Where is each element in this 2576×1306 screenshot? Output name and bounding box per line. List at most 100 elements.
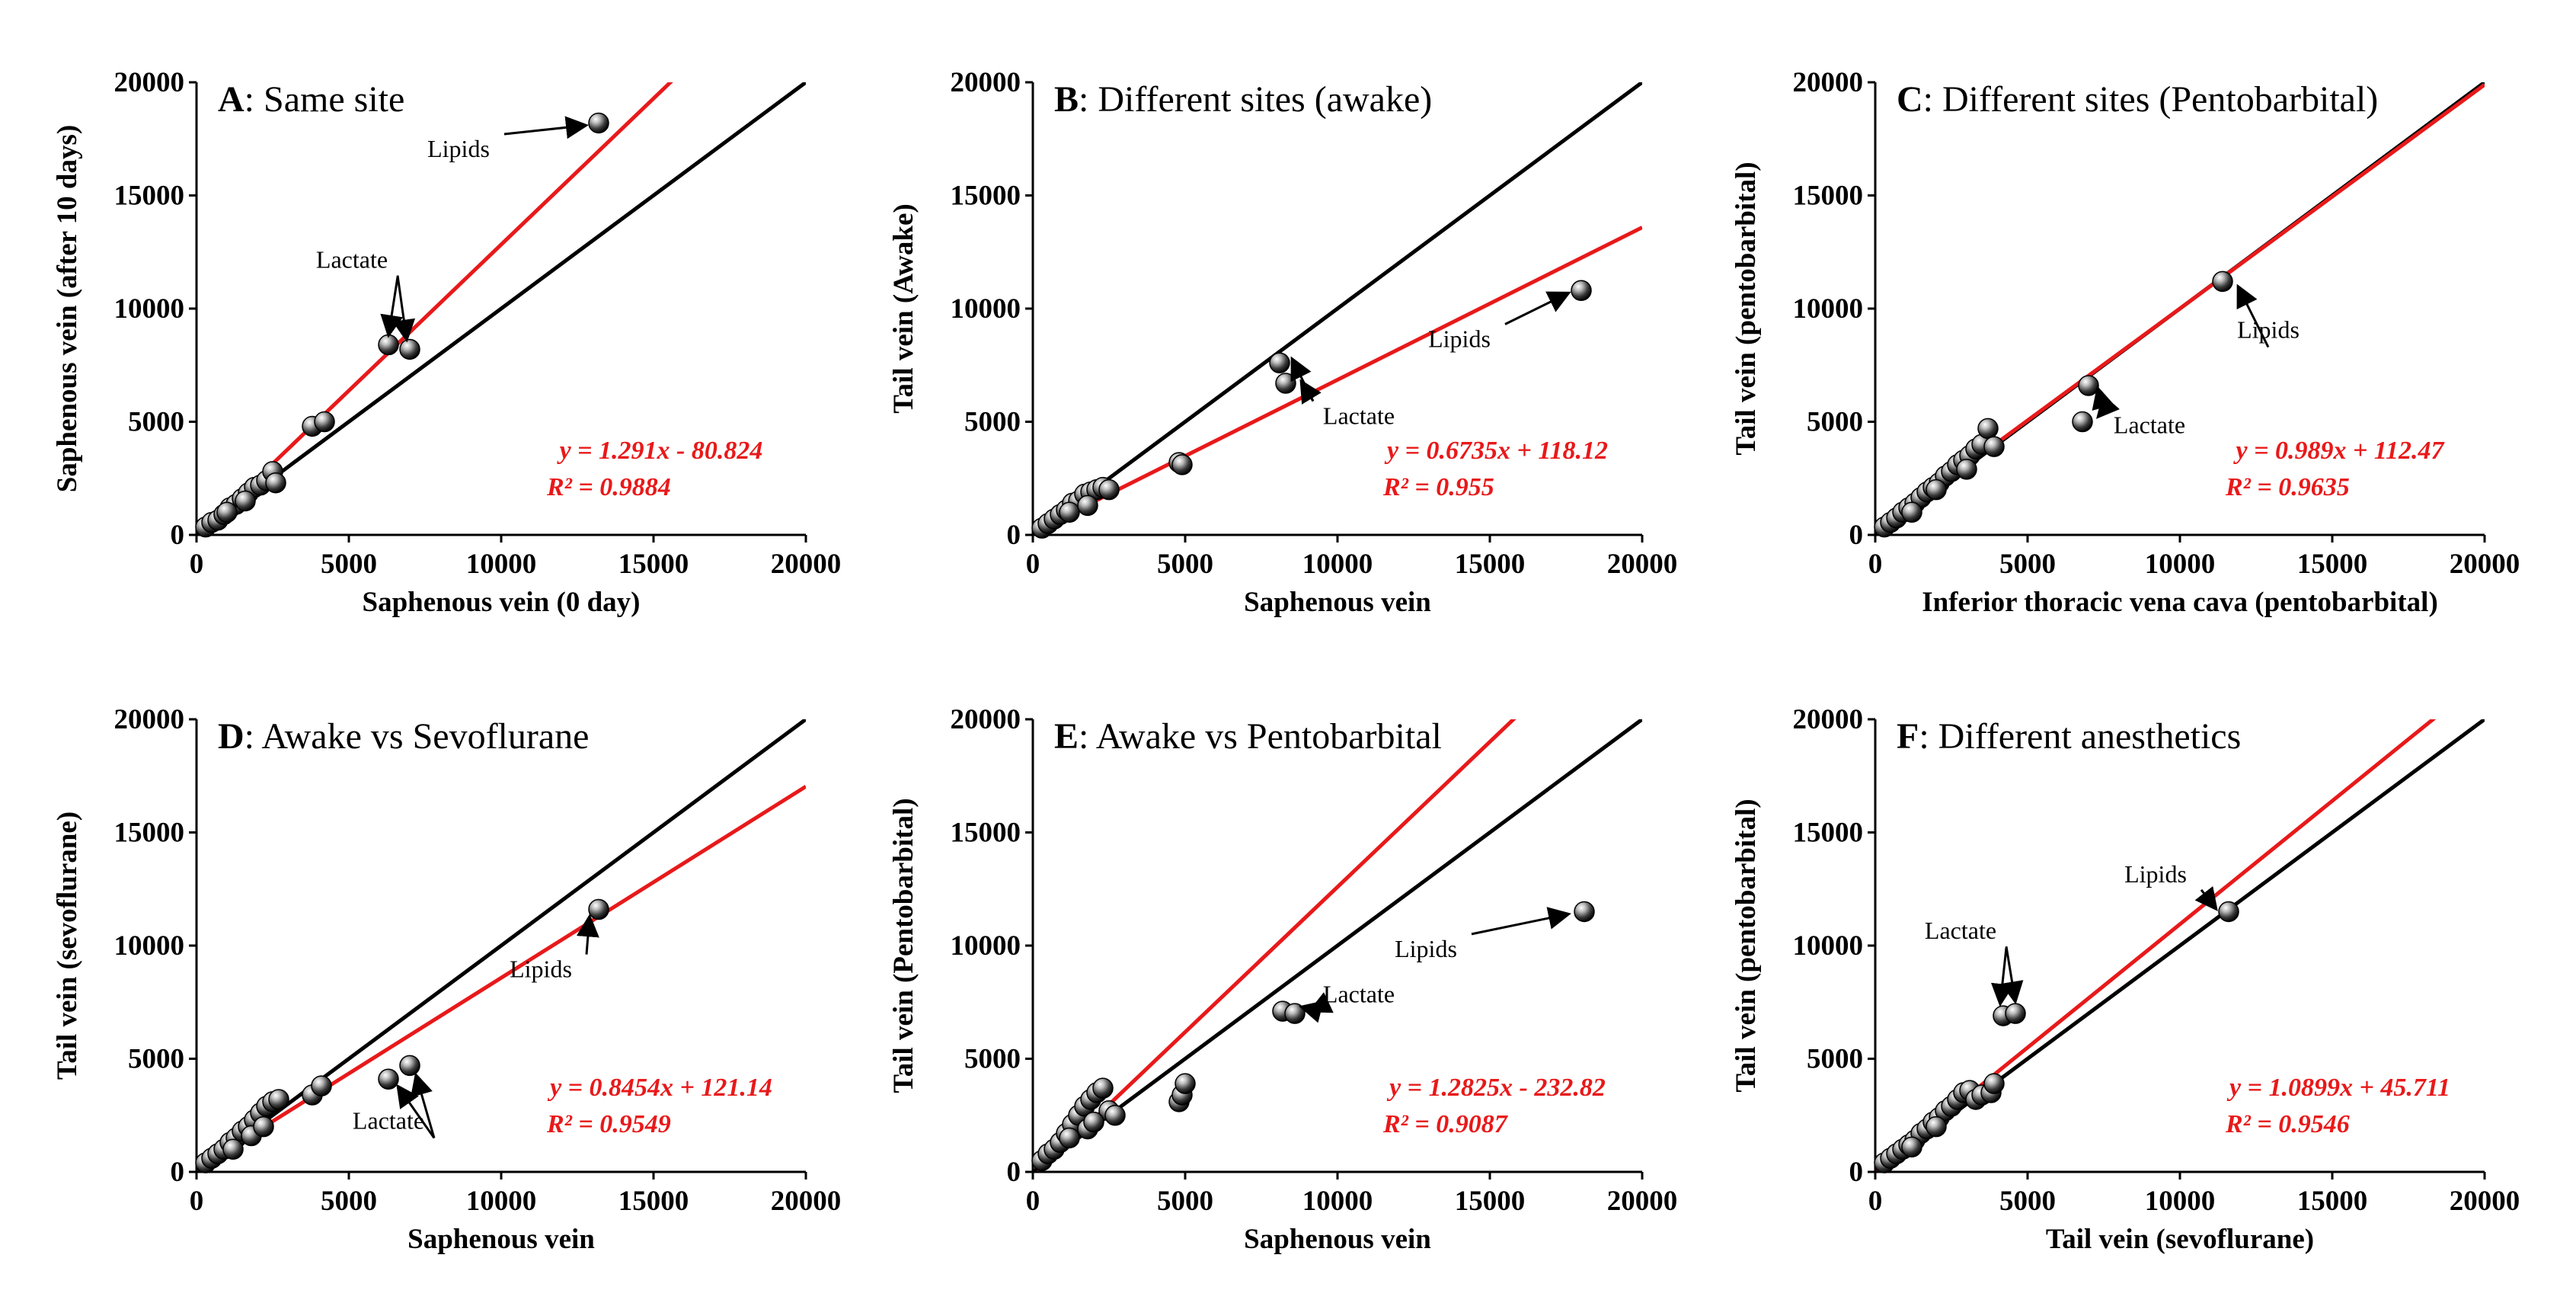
x-tick-label: 15000	[1455, 549, 1526, 580]
data-point	[1059, 1127, 1080, 1149]
annotation-lipids: Lipids	[1428, 325, 1491, 352]
x-tick-label: 10000	[1302, 549, 1373, 580]
panel-letter: E	[1054, 716, 1079, 757]
y-tick-label: 15000	[951, 181, 1021, 212]
x-tick-label: 5000	[1999, 549, 2056, 580]
x-tick-label: 15000	[618, 549, 689, 580]
panel-title: C: Different sites (Pentobarbital)	[1897, 79, 2378, 120]
y-tick-label: 20000	[1793, 67, 1864, 98]
y-tick-label: 10000	[1793, 293, 1864, 325]
data-points	[1031, 901, 1595, 1171]
x-tick-label: 10000	[466, 1186, 537, 1217]
data-point	[1571, 280, 1592, 301]
annotation-lactate: Lactate	[316, 246, 388, 274]
x-tick-label: 15000	[2297, 1186, 2368, 1217]
x-tick-label: 20000	[771, 1186, 842, 1217]
y-tick-label: 10000	[951, 930, 1021, 962]
panel-title: E: Awake vs Pentobarbital	[1054, 716, 1442, 757]
data-point	[588, 898, 609, 920]
data-point	[314, 411, 335, 433]
x-axis-label: Tail vein (sevoflurane)	[2046, 1224, 2314, 1255]
data-point	[399, 338, 420, 360]
panel-title: A: Same site	[218, 79, 404, 120]
data-point	[1092, 1077, 1114, 1099]
annotation-arrow	[2000, 946, 2024, 1005]
fit-line	[197, 785, 806, 1171]
fit-r-squared: R² = 0.9546	[2225, 1110, 2350, 1138]
data-point	[253, 1116, 274, 1138]
identity-line	[197, 82, 806, 535]
y-tick-label: 0	[1007, 520, 1021, 551]
annotation-arrow	[1471, 907, 1571, 936]
data-points	[1874, 901, 2239, 1173]
x-axis-label: Saphenous vein	[1244, 587, 1431, 618]
y-tick-label: 0	[1849, 520, 1864, 551]
x-tick-label: 20000	[2450, 1186, 2520, 1217]
data-point	[265, 472, 286, 494]
data-point	[222, 1138, 244, 1160]
fit-equation: y = 0.6735x + 118.12	[1384, 437, 1608, 465]
annotation-lactate: Lactate	[1925, 917, 1996, 944]
y-tick-label: 5000	[128, 407, 184, 438]
x-tick-label: 5000	[1999, 1186, 2056, 1217]
annotation-lactate: Lactate	[353, 1107, 424, 1135]
fit-r-squared: R² = 0.9635	[2225, 473, 2350, 501]
fit-line	[1033, 226, 1642, 534]
y-tick-label: 20000	[114, 704, 185, 735]
annotation-lipids: Lipids	[427, 135, 490, 162]
identity-line	[1033, 82, 1642, 535]
x-axis-label: Saphenous vein	[407, 1224, 595, 1255]
panel-b: 0 5000 10000 15000 20000 0 5000 10000 15000 20000…	[888, 67, 1677, 618]
identity-line	[197, 719, 806, 1172]
x-tick-label: 0	[190, 1186, 204, 1217]
data-point	[1977, 418, 1999, 440]
panel-title: F: Different anesthetics	[1897, 716, 2241, 757]
panel-title: B: Different sites (awake)	[1054, 79, 1432, 120]
y-axis-label: Tail vein (pentobarbital)	[1731, 799, 1762, 1092]
annotation-lipids: Lipids	[2124, 860, 2187, 888]
y-tick-label: 0	[1007, 1157, 1021, 1188]
data-point	[1983, 1073, 2005, 1094]
data-point	[1077, 495, 1098, 517]
data-points	[195, 112, 609, 538]
y-tick-label: 10000	[114, 293, 185, 325]
panels-root: 0 5000 10000 15000 20000 0 5000 10000 15000 20000…	[52, 67, 2520, 1255]
annotation-arrow	[2092, 386, 2114, 411]
data-point	[1269, 352, 1290, 374]
panel-letter: D	[218, 716, 244, 757]
panel-c: 0 5000 10000 15000 20000 0 5000 10000 15000 20000…	[1731, 67, 2520, 618]
data-point	[1175, 1073, 1196, 1094]
data-point	[1171, 454, 1193, 475]
annotation-arrow	[503, 116, 589, 139]
x-tick-label: 5000	[321, 1186, 377, 1217]
y-tick-label: 5000	[128, 1044, 184, 1075]
y-axis-label: Tail vein (pentobarbital)	[1731, 162, 1762, 455]
x-tick-label: 15000	[618, 1186, 689, 1217]
x-tick-label: 10000	[2145, 549, 2216, 580]
data-points	[1874, 270, 2233, 538]
x-tick-label: 0	[1026, 1186, 1040, 1217]
annotation-lipids: Lipids	[510, 955, 572, 983]
y-axis-label: Tail vein (sevoflurane)	[52, 811, 83, 1080]
data-point	[1104, 1105, 1126, 1126]
y-tick-label: 15000	[1793, 818, 1864, 849]
data-point	[2078, 375, 2099, 396]
annotation-arrow	[1990, 947, 2014, 1007]
panel-e: 0 5000 10000 15000 20000 0 5000 10000 15000 20000…	[888, 704, 1678, 1255]
x-tick-label: 5000	[1157, 1186, 1213, 1217]
panel-d: 0 5000 10000 15000 20000 0 5000 10000 15000 20000…	[52, 704, 841, 1255]
fit-equation: y = 0.989x + 112.47	[2233, 437, 2446, 465]
fit-equation: y = 1.0899x + 45.711	[2226, 1074, 2450, 1102]
x-tick-label: 20000	[1607, 1186, 1678, 1217]
panel-letter: F	[1897, 716, 1919, 757]
panel-title: D: Awake vs Sevoflurane	[218, 716, 589, 757]
data-point	[1098, 479, 1120, 501]
data-point	[1983, 436, 2005, 457]
data-point	[378, 334, 399, 356]
annotation-arrow	[380, 277, 403, 338]
x-tick-label: 20000	[1607, 549, 1678, 580]
identity-line	[1033, 719, 1642, 1172]
y-tick-label: 0	[171, 520, 185, 551]
annotation-arrow	[576, 914, 599, 955]
y-tick-label: 15000	[114, 818, 185, 849]
